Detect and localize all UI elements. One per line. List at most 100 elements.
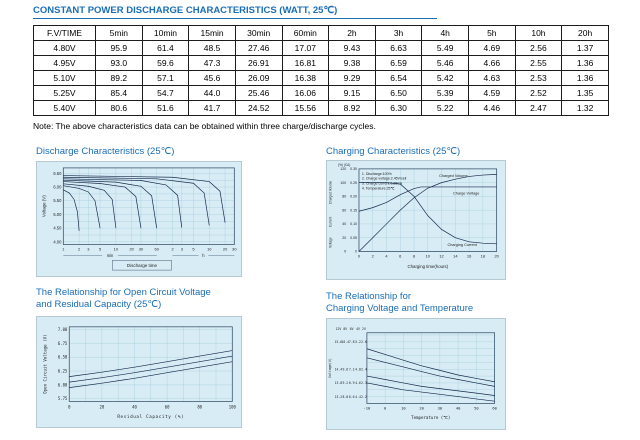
voltage-col-value: 5.2 — [355, 340, 361, 344]
value-cell: 16.81 — [281, 55, 330, 71]
discharge-chart: 4.00 4.50 5.00 5.50 6.00 6.50 1 2 3 5 10 20 30 60 2 3 5 1… — [36, 161, 242, 277]
y-tick-label: 4.50 — [53, 226, 62, 231]
x-tick-label: 2 — [171, 246, 173, 251]
x-tick-label: 14 — [453, 253, 458, 258]
column-header: 4h — [421, 25, 469, 41]
x-tick-label: 60 — [165, 404, 170, 409]
discharge-section-heading: Discharge Characteristics (25℃) — [36, 146, 175, 157]
chart-background — [327, 161, 505, 279]
plot-frame — [366, 332, 495, 404]
x-tick-label: 10 — [114, 246, 119, 251]
x-tick-label: 40 — [132, 404, 137, 409]
axis-col-percent: 60 — [342, 208, 346, 212]
y-tick-label: 6.00 — [58, 382, 68, 387]
charging-current — [358, 182, 497, 245]
annotation: Charge Voltage — [453, 191, 479, 195]
column-header: 5h — [468, 25, 516, 41]
table-note: Note: The above characteristics data can… — [33, 121, 376, 131]
voltage-col-value: 2.2 — [361, 395, 367, 399]
voltage-col-value: 2.4 — [361, 367, 367, 371]
value-cell: 8.92 — [328, 100, 376, 116]
x-tick-label: 1 — [62, 246, 64, 251]
value-cell: 1.32 — [561, 100, 609, 116]
float-use-upper — [366, 375, 495, 396]
voltage-col-value: 9.6 — [342, 367, 348, 371]
axis-col-percent: 80 — [342, 195, 346, 199]
column-header: 15min — [188, 25, 236, 41]
plot-frame — [358, 168, 498, 252]
value-cell: 5.39 — [421, 85, 469, 101]
column-header: 2h — [328, 25, 376, 41]
value-cell: 2.55 — [514, 55, 563, 71]
column-header: 10min — [141, 25, 190, 41]
voltage-col-value: 2.3 — [361, 381, 367, 385]
curve-2min — [63, 189, 80, 231]
value-cell: 45.6 — [188, 70, 236, 86]
voltage-col-value: 10.4 — [342, 340, 350, 344]
value-cell: 59.6 — [141, 55, 190, 71]
axis-col-current: 0.30 — [350, 167, 357, 171]
column-header: 30min — [234, 25, 283, 41]
x-tick-label: 10 — [401, 406, 405, 410]
value-cell: 1.37 — [561, 40, 609, 56]
x-tick-label: 16 — [467, 253, 472, 258]
temp-heading-line1: The Relationship for — [326, 291, 412, 302]
value-cell: 9.29 — [328, 70, 376, 86]
upper — [69, 350, 233, 377]
x-tick-label: 6 — [399, 253, 402, 258]
y-tick-label: 5.00 — [53, 212, 62, 217]
value-cell: 6.50 — [374, 85, 423, 101]
value-cell: 27.46 — [234, 40, 283, 56]
y-tick-label: 6.50 — [58, 355, 68, 360]
x-tick-label: 20 — [223, 246, 228, 251]
cycle-use-upper — [366, 348, 495, 383]
voltage-col-value: 13.2 — [335, 395, 343, 399]
value-cell: 4.46 — [468, 100, 516, 116]
value-cell: 5.42 — [421, 70, 469, 86]
plot-frame — [68, 326, 233, 402]
voltage-col-value: 14.4 — [335, 367, 343, 371]
temp-chart: 12V 8V 6V 4V 2V 15.6 10.4 7.8 5.2 2.6 14.4 9.6 7.2 4.… — [326, 318, 506, 430]
x-tick-label: 0 — [384, 406, 386, 410]
x-tick-label: 3 — [87, 246, 90, 251]
x-tick-label: 2 — [78, 246, 80, 251]
voltage-col-value: 15.6 — [335, 340, 343, 344]
x-unit-h: h — [202, 253, 205, 258]
column-header: 60min — [281, 25, 330, 41]
x-tick-label: 20 — [494, 253, 499, 258]
voltage-col-value: 8.8 — [342, 395, 348, 399]
value-cell: 2.56 — [514, 40, 563, 56]
axis-col-current: 0.05 — [350, 236, 357, 240]
curve-30min — [63, 181, 142, 229]
axis-title-voltage: Voltage — [328, 237, 332, 248]
value-cell: 6.63 — [374, 40, 423, 56]
x-tick-label: 5 — [192, 246, 195, 251]
value-cell: 6.54 — [374, 70, 423, 86]
value-cell: 51.6 — [141, 100, 190, 116]
value-cell: 4.69 — [468, 40, 516, 56]
axis-col-current: 0.25 — [350, 181, 357, 185]
ocv-section-heading: The Relationship for Open Circuit Voltag… — [36, 287, 276, 310]
page-title: CONSTANT POWER DISCHARGE CHARACTERISTICS… — [33, 5, 437, 19]
value-cell: 4.63 — [468, 70, 516, 86]
x-tick-label: 40 — [456, 406, 460, 410]
value-cell: 5.22 — [421, 100, 469, 116]
voltage-col-value: 7.2 — [349, 367, 355, 371]
voltage-col-header: 8V — [343, 327, 347, 331]
voltage-col-value: 6.6 — [349, 395, 355, 399]
voltage-col-value: 6.9 — [349, 381, 355, 385]
value-cell: 1.36 — [561, 70, 609, 86]
table-header-row: F.V/TIME 5min 10min 15min 30min 60min 2h 3h 4h 5h… — [33, 25, 609, 41]
x-tick-label: 60 — [155, 246, 160, 251]
middle — [69, 355, 233, 383]
value-cell: 1.36 — [561, 55, 609, 71]
x-tick-label: 8 — [413, 253, 416, 258]
plot-frame — [62, 167, 235, 245]
legend-text: 2. Charge voltage:2.45V/cell — [362, 177, 407, 181]
charging-section-heading: Charging Characteristics (25℃) — [326, 146, 461, 157]
row-header: 5.10V — [33, 70, 96, 86]
x-tick-label: 5 — [99, 246, 102, 251]
x-tick-label: 18 — [481, 253, 486, 258]
curve-60min — [63, 179, 158, 229]
